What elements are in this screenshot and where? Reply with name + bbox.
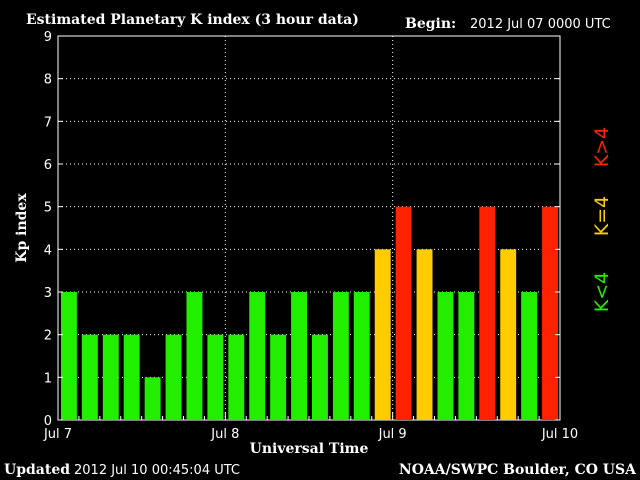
kp-bar — [102, 334, 119, 420]
y-tick-label: 8 — [44, 73, 52, 88]
kp-bar — [374, 249, 391, 420]
legend-low: K<4 — [591, 272, 613, 312]
kp-bar — [291, 292, 307, 420]
bars-group — [61, 206, 558, 420]
chart-title: Estimated Planetary K index (3 hour data… — [26, 12, 359, 28]
grid-lines — [58, 35, 560, 420]
kp-bar — [165, 334, 182, 420]
y-tick-label: 4 — [44, 243, 52, 258]
legend-high: K>4 — [591, 127, 613, 167]
kp-bar — [207, 334, 224, 420]
kp-bar — [332, 292, 349, 420]
legend-mid: K=4 — [591, 196, 613, 236]
y-tick-label: 6 — [44, 158, 52, 173]
x-tick-label: Jul 9 — [378, 427, 407, 442]
kp-bar — [123, 334, 140, 420]
x-axis-ticks: Jul 7 Jul 8 Jul 9 Jul 10 — [43, 412, 578, 442]
kp-bar — [458, 292, 475, 420]
kp-bar — [61, 292, 77, 420]
source-credit: NOAA/SWPC Boulder, CO USA — [399, 462, 637, 478]
begin-value: 2012 Jul 07 0000 UTC — [470, 17, 611, 32]
x-axis-label: Universal Time — [250, 441, 369, 457]
kp-bar — [416, 249, 433, 420]
kp-bar — [270, 334, 287, 420]
kp-bar — [437, 292, 454, 420]
y-tick-label: 1 — [44, 371, 52, 386]
kp-bar — [249, 292, 266, 420]
kp-bar — [479, 206, 496, 420]
y-axis-ticks: 0 1 2 3 4 5 6 7 8 9 — [44, 30, 560, 429]
updated-value: 2012 Jul 10 00:45:04 UTC — [74, 463, 240, 478]
updated-label: Updated — [4, 462, 70, 478]
kp-bar — [521, 292, 538, 420]
y-axis-label: Kp index — [14, 193, 30, 263]
kp-bar — [144, 377, 161, 420]
y-tick-label: 9 — [44, 30, 52, 45]
kp-bar — [395, 206, 412, 420]
y-tick-label: 3 — [44, 286, 52, 301]
begin-label: Begin: — [405, 16, 456, 32]
kp-bar — [542, 206, 558, 420]
y-tick-label: 0 — [44, 414, 52, 429]
x-tick-label: Jul 8 — [210, 427, 239, 442]
x-tick-label: Jul 7 — [43, 427, 72, 442]
kp-bar — [500, 249, 517, 420]
kp-bar — [186, 292, 203, 420]
x-tick-label: Jul 10 — [541, 427, 578, 442]
y-tick-label: 5 — [44, 201, 52, 216]
y-tick-label: 2 — [44, 329, 52, 344]
kp-bar — [312, 334, 328, 420]
kp-bar — [228, 334, 245, 420]
kp-bar — [353, 292, 370, 420]
kp-bar — [81, 334, 98, 420]
y-tick-label: 7 — [44, 115, 52, 130]
